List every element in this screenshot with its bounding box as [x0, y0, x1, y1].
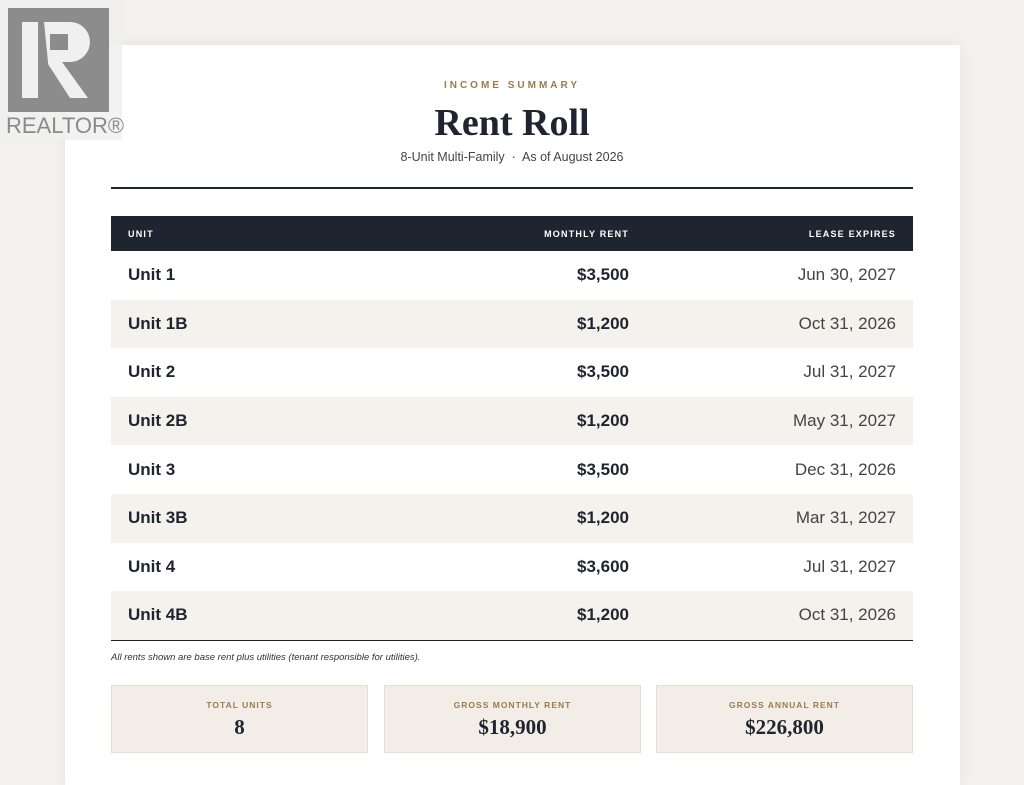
table-cell: Mar 31, 2027 [795, 508, 896, 528]
table-row: Unit 1B $1,200 Oct 31, 2026 [111, 299, 913, 349]
summary-label: GROSS ANNUAL RENT [729, 700, 840, 710]
divider [111, 187, 913, 189]
page: {"logo":{"text":"REALTOR®"}, "header":{"… [0, 0, 960, 785]
summary-label: GROSS MONTHLY RENT [453, 700, 572, 710]
logo: REALTOR® [0, 0, 125, 140]
summary-card: GROSS ANNUAL RENT $226,800 [656, 685, 913, 753]
table-cell: Jul 31, 2027 [803, 362, 896, 382]
table-row: Unit 4B $1,200 Oct 31, 2026 [111, 591, 913, 640]
table-row: Unit 3B $1,200 Mar 31, 2027 [111, 493, 913, 543]
table-header: UNIT MONTHLY RENT LEASE EXPIRES [111, 216, 913, 251]
table-row: Unit 2B $1,200 May 31, 2027 [111, 396, 913, 446]
subtitle: 8-Unit Multi-Family · As of August 2026 [400, 150, 624, 164]
summary-value: $226,800 [745, 715, 824, 739]
table-cell: Unit 3B [128, 508, 188, 528]
table-cell: $1,200 [577, 313, 629, 333]
table-cell: Unit 2 [128, 362, 176, 382]
table-cell: Jul 31, 2027 [803, 556, 896, 576]
table-cell: May 31, 2027 [792, 411, 896, 431]
summary-value: $18,900 [478, 715, 547, 739]
table-cell: Unit 2B [128, 411, 188, 431]
column-header: MONTHLY RENT [544, 228, 629, 239]
table-cell: $3,600 [577, 556, 629, 576]
table-cell: $3,500 [577, 265, 629, 285]
summary-value: 8 [234, 715, 245, 739]
column-header: UNIT [128, 228, 154, 239]
eyebrow: INCOME SUMMARY [443, 80, 581, 91]
table-row: Unit 3 $3,500 Dec 31, 2026 [111, 445, 913, 494]
logo-text: REALTOR® [6, 113, 125, 138]
table-cell: $1,200 [577, 411, 629, 431]
table-cell: $1,200 [577, 605, 629, 625]
footnote: All rents shown are base rent plus utili… [111, 652, 421, 663]
logo-mark [8, 8, 109, 112]
table-cell: $3,500 [577, 459, 629, 479]
table-cell: Unit 3 [128, 459, 176, 479]
table-cell: Oct 31, 2026 [798, 605, 896, 625]
table-cell: Dec 31, 2026 [794, 459, 896, 479]
table-row: Unit 4 $3,600 Jul 31, 2027 [111, 543, 913, 592]
table-cell: Unit 4B [128, 605, 188, 625]
summary-card: TOTAL UNITS 8 [111, 685, 368, 753]
table-cell: $1,200 [577, 508, 629, 528]
table-cell: Oct 31, 2026 [798, 313, 896, 333]
summary-label: TOTAL UNITS [206, 700, 273, 710]
table-cell: Jun 30, 2027 [797, 265, 896, 285]
title: Rent Roll [434, 102, 590, 144]
column-header: LEASE EXPIRES [808, 228, 896, 239]
table-cell: Unit 1B [128, 313, 188, 333]
table-cell: Unit 1 [128, 265, 176, 285]
table-cell: $3,500 [577, 362, 629, 382]
table-row: Unit 1 $3,500 Jun 30, 2027 [111, 251, 913, 300]
summary-card: GROSS MONTHLY RENT $18,900 [384, 685, 641, 753]
table-row: Unit 2 $3,500 Jul 31, 2027 [111, 348, 913, 397]
table-cell: Unit 4 [128, 556, 176, 576]
table-body: Unit 1 $3,500 Jun 30, 2027 Unit 1B $1,200 Oct… [111, 251, 913, 641]
